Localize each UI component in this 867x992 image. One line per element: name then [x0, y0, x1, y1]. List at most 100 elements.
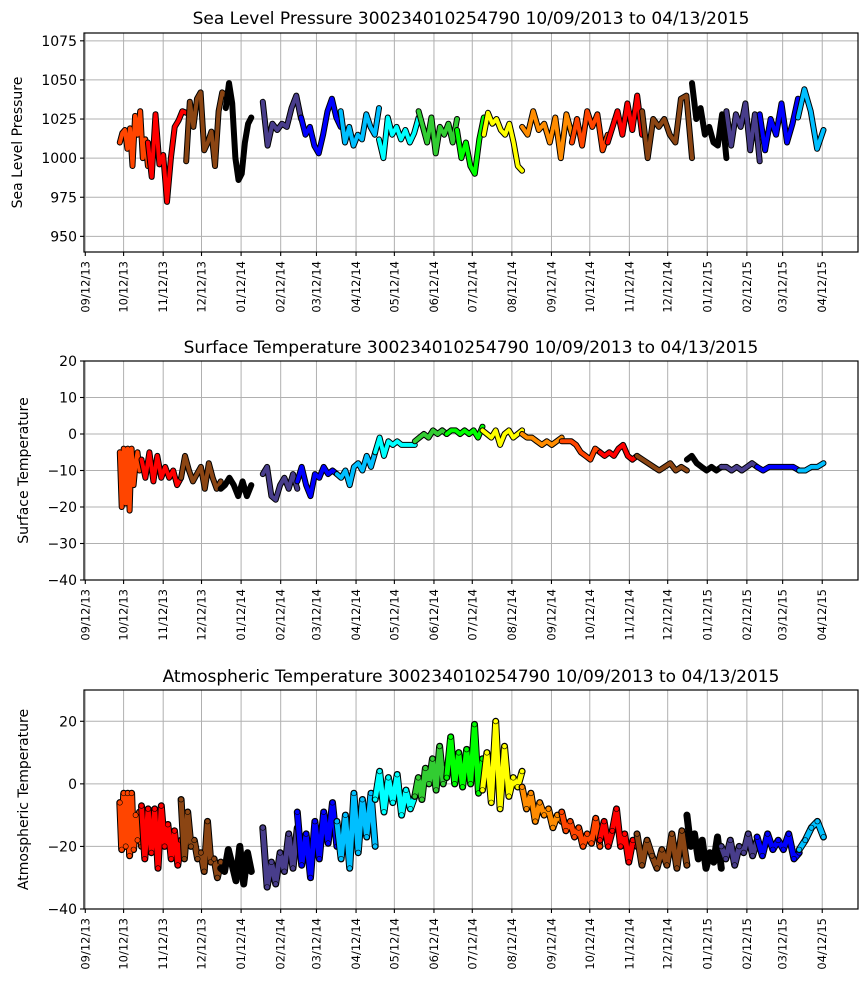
- sea-level-pressure-chart: 950 975 1000 1025 1050 1075 09/12/13 10/12/13 11…: [10, 9, 859, 313]
- series-2014-04: [338, 106, 381, 148]
- x-tick-label: 07/12/14: [465, 918, 479, 970]
- data-point: [359, 796, 366, 803]
- data-point: [346, 865, 353, 872]
- x-tick-label: 05/12/14: [387, 918, 401, 970]
- y-tick-label: −10: [47, 464, 77, 480]
- data-point: [706, 849, 713, 856]
- data-point: [303, 831, 309, 837]
- data-point: [311, 818, 318, 825]
- data-point: [320, 809, 327, 815]
- data-point: [808, 824, 815, 831]
- x-tick-label: 11/12/13: [156, 918, 170, 970]
- data-point: [355, 849, 362, 856]
- data-point: [259, 824, 266, 831]
- data-point: [634, 831, 640, 837]
- data-point: [796, 846, 803, 853]
- series-2014-03: [295, 464, 339, 499]
- data-point: [609, 827, 616, 834]
- x-tick-label: 01/12/15: [700, 261, 714, 313]
- data-point: [447, 734, 454, 740]
- x-tick-label: 03/12/14: [310, 918, 324, 970]
- data-point: [158, 802, 165, 809]
- series-2014-03: [299, 96, 343, 156]
- data-point: [298, 862, 305, 869]
- data-point: [372, 796, 379, 803]
- series-2014-05: [377, 115, 421, 161]
- data-point: [684, 812, 690, 818]
- data-point: [122, 843, 129, 850]
- data-point: [545, 806, 552, 812]
- data-point: [621, 831, 628, 837]
- series-2014-11: [598, 442, 639, 462]
- series-2014-09: [520, 432, 564, 447]
- x-tick-label: 02/12/15: [740, 261, 754, 313]
- x-tick-label: 08/12/14: [505, 589, 519, 641]
- x-tick-label: 12/12/14: [661, 918, 675, 970]
- data-point: [580, 843, 586, 850]
- data-point: [128, 790, 135, 797]
- x-tick-label: 09/12/14: [545, 918, 559, 970]
- data-point: [759, 852, 766, 859]
- data-point: [174, 862, 181, 869]
- data-point: [605, 843, 612, 850]
- data-point: [649, 852, 655, 859]
- data-point: [669, 831, 675, 837]
- data-point: [184, 809, 191, 815]
- data-point: [536, 799, 543, 806]
- data-point: [116, 799, 123, 806]
- data-point: [333, 818, 340, 825]
- data-point: [403, 787, 409, 793]
- data-point: [764, 831, 771, 837]
- chart-title: Atmospheric Temperature 300234010254790 …: [163, 667, 780, 687]
- data-point: [381, 809, 387, 815]
- x-tick-label: 04/12/15: [815, 261, 829, 313]
- x-tick-label: 02/12/14: [274, 918, 288, 970]
- series-2014-07: [444, 721, 485, 796]
- data-point: [141, 856, 148, 862]
- data-point: [244, 849, 251, 856]
- x-tick-label: 01/12/14: [234, 261, 248, 313]
- data-point: [440, 781, 447, 787]
- y-axis-label: Atmospheric Temperature: [16, 709, 32, 890]
- y-tick-label: 1075: [41, 34, 77, 50]
- data-point: [592, 815, 599, 822]
- data-point: [168, 856, 175, 862]
- y-tick-label: 1050: [41, 73, 77, 89]
- data-point: [272, 881, 279, 887]
- x-tick-label: 06/12/14: [427, 261, 441, 313]
- y-tick-label: 1025: [41, 112, 77, 128]
- data-point: [679, 827, 685, 834]
- data-point: [338, 856, 344, 862]
- y-tick-label: 20: [59, 714, 77, 730]
- x-tick-label: 12/12/13: [195, 261, 209, 313]
- series-2015-01: [684, 453, 724, 473]
- x-tick-label: 02/12/14: [274, 261, 288, 313]
- data-point: [211, 856, 217, 862]
- data-point: [820, 834, 827, 840]
- data-point: [132, 812, 139, 818]
- x-tick-label: 07/12/14: [465, 261, 479, 313]
- data-point: [597, 843, 603, 850]
- data-point: [451, 781, 458, 787]
- plot-frame: [83, 689, 859, 910]
- data-point: [194, 856, 201, 862]
- series-2015-01: [684, 812, 724, 871]
- y-tick-label: −20: [47, 500, 77, 516]
- series-2014-09: [520, 109, 574, 161]
- x-tick-label: 02/12/15: [740, 918, 754, 970]
- x-tick-label: 12/12/14: [661, 589, 675, 641]
- data-point: [290, 865, 296, 872]
- data-point: [703, 865, 709, 872]
- series-2014-08: [480, 428, 525, 447]
- x-tick-label: 12/12/14: [661, 261, 675, 313]
- x-tick-label: 08/12/14: [505, 261, 519, 313]
- data-point: [731, 862, 738, 869]
- series-2015-03: [757, 96, 800, 153]
- data-point: [294, 809, 301, 815]
- data-point: [240, 881, 247, 887]
- y-tick-label: 10: [59, 391, 77, 407]
- y-tick-label: 0: [68, 777, 77, 793]
- data-point: [736, 843, 743, 850]
- data-point: [407, 806, 414, 812]
- data-point: [710, 859, 717, 865]
